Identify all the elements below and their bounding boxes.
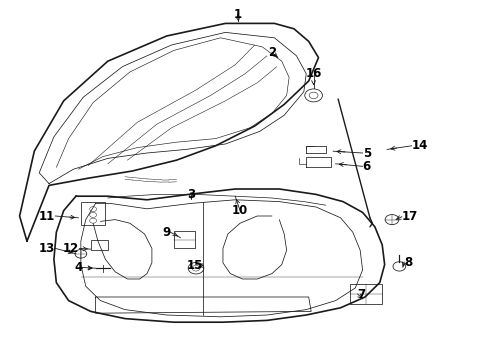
Text: 14: 14 — [412, 139, 428, 152]
Text: 11: 11 — [39, 210, 55, 222]
Text: 15: 15 — [187, 259, 203, 272]
Text: 13: 13 — [39, 242, 55, 255]
Text: 6: 6 — [363, 160, 371, 173]
Text: 2: 2 — [268, 46, 276, 59]
Text: 7: 7 — [358, 288, 366, 301]
Text: 12: 12 — [63, 242, 79, 255]
Text: 17: 17 — [402, 210, 418, 223]
Text: 10: 10 — [232, 204, 248, 217]
Text: 3: 3 — [187, 188, 195, 201]
Text: 8: 8 — [404, 256, 413, 269]
Text: 16: 16 — [305, 67, 322, 80]
Text: 4: 4 — [74, 261, 82, 274]
Text: 5: 5 — [363, 147, 371, 159]
Text: 1: 1 — [234, 8, 242, 21]
Text: 9: 9 — [162, 226, 171, 239]
